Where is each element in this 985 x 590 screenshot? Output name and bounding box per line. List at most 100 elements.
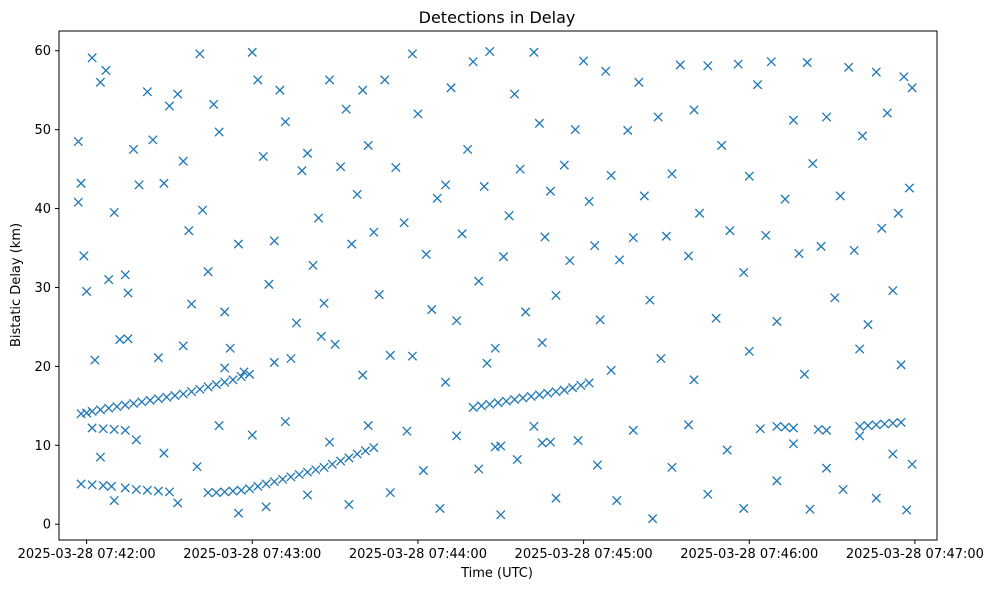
data-point	[570, 124, 580, 135]
data-point	[601, 66, 611, 76]
data-point	[308, 260, 318, 271]
data-point	[280, 117, 291, 127]
data-point	[228, 375, 238, 385]
data-point	[722, 445, 732, 455]
data-point	[529, 47, 539, 57]
data-point	[537, 438, 547, 448]
x-tick-label: 2025-03-28 07:43:00	[183, 547, 321, 562]
data-point	[164, 487, 175, 497]
data-point	[316, 331, 326, 342]
data-point	[109, 424, 119, 435]
data-point	[319, 298, 329, 308]
data-point	[360, 446, 371, 456]
data-point	[73, 136, 83, 147]
data-point	[153, 486, 164, 496]
data-point	[214, 420, 224, 431]
data-point	[808, 158, 818, 169]
data-point	[239, 367, 249, 377]
data-point	[269, 357, 280, 368]
data-point	[893, 208, 904, 218]
data-point	[879, 419, 890, 429]
data-point	[79, 251, 89, 261]
data-point	[432, 193, 442, 203]
data-point	[855, 421, 865, 432]
data-point	[537, 338, 547, 348]
data-point	[504, 211, 514, 221]
data-point	[208, 99, 219, 110]
data-point	[120, 270, 130, 280]
data-point	[739, 267, 749, 278]
data-point	[493, 398, 503, 408]
data-point	[109, 207, 119, 218]
data-point	[512, 454, 522, 465]
data-point	[358, 370, 368, 380]
data-point	[220, 307, 230, 317]
data-point	[131, 435, 141, 445]
data-point	[813, 424, 823, 435]
data-point	[407, 49, 418, 59]
data-point	[896, 417, 906, 428]
data-point	[551, 386, 561, 397]
data-point	[399, 218, 409, 228]
data-point	[606, 170, 616, 181]
data-point	[330, 339, 340, 349]
data-point	[857, 131, 868, 141]
data-point	[98, 480, 108, 491]
data-point	[413, 109, 423, 119]
data-point	[142, 87, 153, 97]
data-point	[233, 239, 244, 249]
data-point	[518, 393, 528, 403]
data-point	[907, 83, 917, 93]
data-point	[363, 140, 373, 151]
data-point	[545, 437, 556, 447]
data-point	[540, 232, 550, 242]
data-point	[468, 57, 478, 67]
data-point	[474, 276, 484, 286]
data-point	[225, 343, 235, 353]
plot-area	[58, 30, 938, 541]
data-point	[780, 422, 790, 432]
x-tick-label: 2025-03-28 07:44:00	[349, 547, 487, 562]
data-point	[543, 388, 553, 398]
data-point	[821, 112, 832, 122]
data-point	[123, 288, 133, 298]
data-point	[385, 350, 395, 360]
data-point	[95, 77, 106, 87]
x-tick-label: 2025-03-28 07:45:00	[515, 547, 653, 562]
data-point	[675, 60, 685, 70]
data-point	[162, 392, 172, 402]
data-point	[402, 426, 412, 436]
data-point	[112, 401, 122, 412]
data-point	[440, 180, 451, 190]
data-point	[639, 191, 649, 201]
data-point	[888, 418, 898, 428]
axes-frame	[58, 30, 938, 541]
data-point	[716, 140, 727, 151]
data-point	[667, 169, 677, 179]
x-tick-label: 2025-03-28 07:47:00	[846, 547, 984, 562]
data-point	[335, 162, 346, 172]
data-point	[888, 285, 898, 296]
data-point	[838, 484, 848, 495]
data-point	[871, 420, 881, 430]
data-point	[855, 344, 865, 354]
data-point	[98, 424, 108, 434]
data-point	[788, 115, 799, 125]
data-point	[220, 377, 230, 387]
data-point	[159, 448, 169, 458]
data-point	[81, 286, 92, 297]
data-point	[347, 239, 357, 249]
data-point	[772, 476, 782, 486]
data-point	[752, 80, 763, 90]
data-point	[584, 378, 594, 388]
data-point	[551, 493, 561, 503]
data-point	[324, 75, 335, 85]
data-point	[269, 476, 280, 487]
data-point	[391, 162, 401, 173]
y-tick-label: 50	[34, 123, 51, 138]
data-point	[173, 498, 183, 508]
data-point	[534, 390, 545, 400]
data-point	[380, 75, 390, 85]
data-point	[863, 319, 873, 330]
